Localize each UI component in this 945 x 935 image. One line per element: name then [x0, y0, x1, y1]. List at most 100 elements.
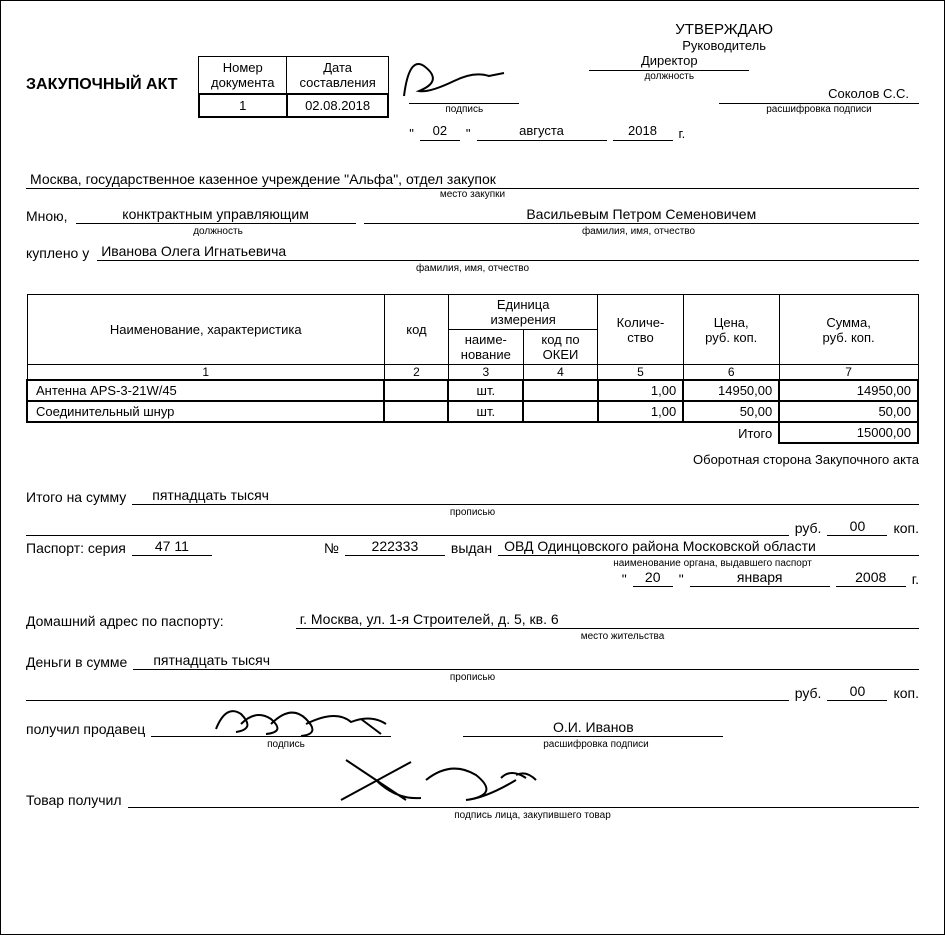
header-section: ЗАКУПОЧНЫЙ АКТ Номер документа Дата сост…	[26, 21, 919, 141]
approve-year-suffix: г.	[679, 126, 686, 141]
passport-issued-by: выдан	[451, 540, 492, 556]
approve-position: Директор	[589, 53, 749, 71]
address-value: г. Москва, ул. 1-я Строителей, д. 5, кв.…	[296, 611, 919, 629]
money-value: пятнадцать тысяч	[133, 652, 919, 670]
colnum-6: 6	[683, 365, 779, 381]
row1-sum: 14950,00	[779, 380, 918, 401]
row1-name: Антенна APS-3-21W/45	[27, 380, 384, 401]
money-prefix: Деньги в сумме	[26, 654, 127, 670]
row2-name: Соединительный шнур	[27, 401, 384, 422]
doc-num-header: Номер документа	[199, 57, 287, 95]
address-label: место жительства	[326, 631, 919, 642]
doc-date-value: 02.08.2018	[287, 94, 388, 117]
seller-prefix: куплено у	[26, 245, 89, 261]
money-rub: руб.	[795, 685, 822, 701]
colnum-5: 5	[598, 365, 683, 381]
row2-code	[384, 401, 448, 422]
colnum-3: 3	[448, 365, 523, 381]
doc-date-header: Дата составления	[287, 57, 388, 95]
approve-position-label: должность	[589, 71, 749, 82]
passport-day: 20	[633, 569, 673, 587]
quote-close: "	[466, 126, 471, 141]
colnum-2: 2	[384, 365, 448, 381]
pq2: "	[679, 571, 684, 587]
seller-label: фамилия, имя, отчество	[26, 263, 919, 274]
buyer-signature-icon	[326, 750, 546, 810]
goods-prefix: Товар получил	[26, 792, 122, 808]
sum-empty-line	[26, 518, 789, 536]
backside-label: Оборотная сторона Закупочного акта	[26, 452, 919, 467]
approve-month: августа	[477, 123, 607, 141]
sumwords-prefix: Итого на сумму	[26, 489, 126, 505]
doc-num-value: 1	[199, 94, 287, 117]
document-page: ЗАКУПОЧНЫЙ АКТ Номер документа Дата сост…	[0, 0, 945, 935]
sumwords-value: пятнадцать тысяч	[132, 487, 919, 505]
sum-kop: коп.	[893, 520, 919, 536]
document-title: ЗАКУПОЧНЫЙ АКТ	[26, 76, 178, 94]
row2-price: 50,00	[683, 401, 779, 422]
items-table: Наименование, характеристика код Единица…	[26, 294, 919, 444]
passport-year: 2008	[836, 569, 906, 587]
passport-num-label: №	[324, 540, 339, 556]
sum-rub: руб.	[795, 520, 822, 536]
passport-month: января	[690, 569, 830, 587]
col-price: Цена, руб. коп.	[683, 295, 779, 365]
pq1: "	[622, 571, 627, 587]
money-label: прописью	[26, 672, 919, 683]
row1-code	[384, 380, 448, 401]
row1-okei	[523, 380, 598, 401]
approve-name: Соколов С.С.	[719, 86, 919, 104]
colnum-1: 1	[27, 365, 384, 381]
passport-series: 47 11	[132, 538, 212, 556]
money-empty-line	[26, 683, 789, 701]
director-signature-icon	[394, 51, 514, 106]
col-qty: Количе- ство	[598, 295, 683, 365]
passport-prefix: Паспорт: серия	[26, 540, 126, 556]
row1-qty: 1,00	[598, 380, 683, 401]
passport-year-suffix: г.	[912, 571, 919, 587]
money-kop: коп.	[893, 685, 919, 701]
approve-title: УТВЕРЖДАЮ	[529, 21, 919, 38]
row2-sum: 50,00	[779, 401, 918, 422]
row1-unit: шт.	[448, 380, 523, 401]
approve-name-label: расшифровка подписи	[719, 104, 919, 115]
col-code: код	[384, 295, 448, 365]
buyer-pos-label: должность	[78, 226, 358, 237]
row2-unit: шт.	[448, 401, 523, 422]
approve-day: 02	[420, 123, 460, 141]
sum-kop-val: 00	[827, 518, 887, 536]
seller-name: Иванова Олега Игнатьевича	[97, 243, 919, 261]
body-section: Москва, государственное казенное учрежде…	[26, 171, 919, 821]
col-unit: Единица измерения	[448, 295, 597, 330]
goods-label: подпись лица, закупившего товар	[146, 810, 919, 821]
seller-signature-icon	[206, 694, 406, 744]
buyer-name-label: фамилия, имя, отчество	[358, 226, 919, 237]
col-sum: Сумма, руб. коп.	[779, 295, 918, 365]
quote-open: "	[409, 126, 414, 141]
passport-issuer: ОВД Одинцовского района Московской облас…	[498, 538, 919, 556]
passport-number: 222333	[345, 538, 445, 556]
row1-price: 14950,00	[683, 380, 779, 401]
sellersig-name-label: расшифровка подписи	[466, 739, 726, 750]
address-prefix: Домашний адрес по паспорту:	[26, 613, 224, 629]
sumwords-label: прописью	[26, 507, 919, 518]
row2-okei	[523, 401, 598, 422]
passport-issuer-label: наименование органа, выдавшего паспорт	[506, 558, 919, 569]
place-value: Москва, государственное казенное учрежде…	[26, 171, 919, 189]
row2-qty: 1,00	[598, 401, 683, 422]
approve-year: 2018	[613, 123, 673, 141]
colnum-4: 4	[523, 365, 598, 381]
total-label: Итого	[683, 422, 779, 443]
money-kop-val: 00	[827, 683, 887, 701]
colnum-7: 7	[779, 365, 918, 381]
col-name: Наименование, характеристика	[27, 295, 384, 365]
place-label: место закупки	[26, 189, 919, 200]
approval-block: УТВЕРЖДАЮ Руководитель Директор должност…	[409, 21, 919, 141]
buyer-position: конктрактным управляющим	[76, 206, 356, 224]
sellersig-prefix: получил продавец	[26, 721, 145, 737]
buyer-prefix: Мною,	[26, 208, 68, 224]
col-unit-code: код по ОКЕИ	[523, 330, 598, 365]
sellersig-name: О.И. Иванов	[463, 719, 723, 737]
buyer-name: Васильевым Петром Семеновичем	[364, 206, 919, 224]
total-value: 15000,00	[779, 422, 918, 443]
